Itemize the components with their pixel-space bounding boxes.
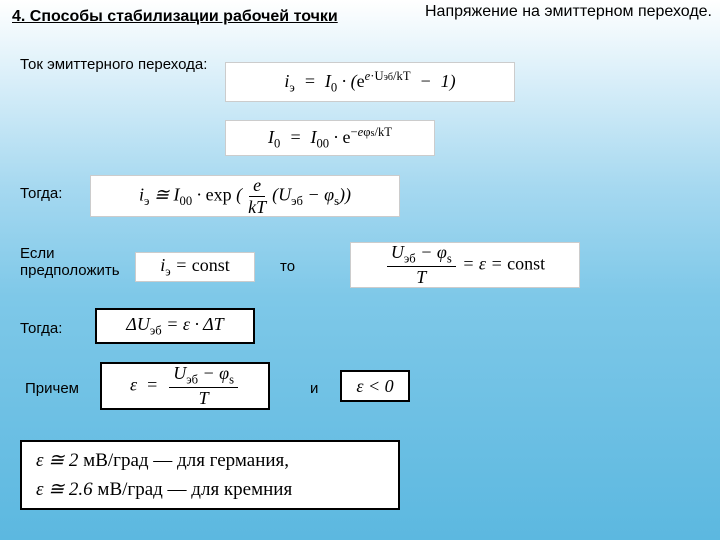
formula-germanium: ε ≅ 2 мВ/град — для германия, xyxy=(36,449,289,472)
section-subtitle: Напряжение на эмиттерном переходе. xyxy=(425,2,712,21)
label-and: и xyxy=(310,380,318,397)
formula-silicon: ε ≅ 2.6 мВ/град — для кремния xyxy=(36,478,292,501)
label-if2: предположить xyxy=(20,262,120,279)
formula-ie-approx: iэ ≅ I00 · exp (ekT(Uэб − φs)) xyxy=(90,175,400,217)
label-to: то xyxy=(280,258,295,275)
formula-i0: I0 = I00 · e−eφs/kT xyxy=(225,120,435,156)
formula-eps-const: Uэб − φsT = ε = const xyxy=(350,242,580,288)
formula-ie-const: iэ = const xyxy=(135,252,255,282)
label-where: Причем xyxy=(25,380,79,397)
section-title: 4. Способы стабилизации рабочей точки xyxy=(12,8,338,26)
formula-eps-def: ε = Uэб − φsT xyxy=(100,362,270,410)
formula-ie: iэ = I0 · (ee·Uэб/kT − 1) xyxy=(225,62,515,102)
label-then2: Тогда: xyxy=(20,320,62,337)
formula-materials: ε ≅ 2 мВ/град — для германия, ε ≅ 2.6 мВ… xyxy=(20,440,400,510)
formula-eps-neg: ε < 0 xyxy=(340,370,410,402)
label-then1: Тогда: xyxy=(20,185,62,202)
label-current: Ток эмиттерного перехода: xyxy=(20,56,207,73)
label-if1: Если xyxy=(20,245,54,262)
formula-delta-u: ΔUэб = ε · ΔT xyxy=(95,308,255,344)
